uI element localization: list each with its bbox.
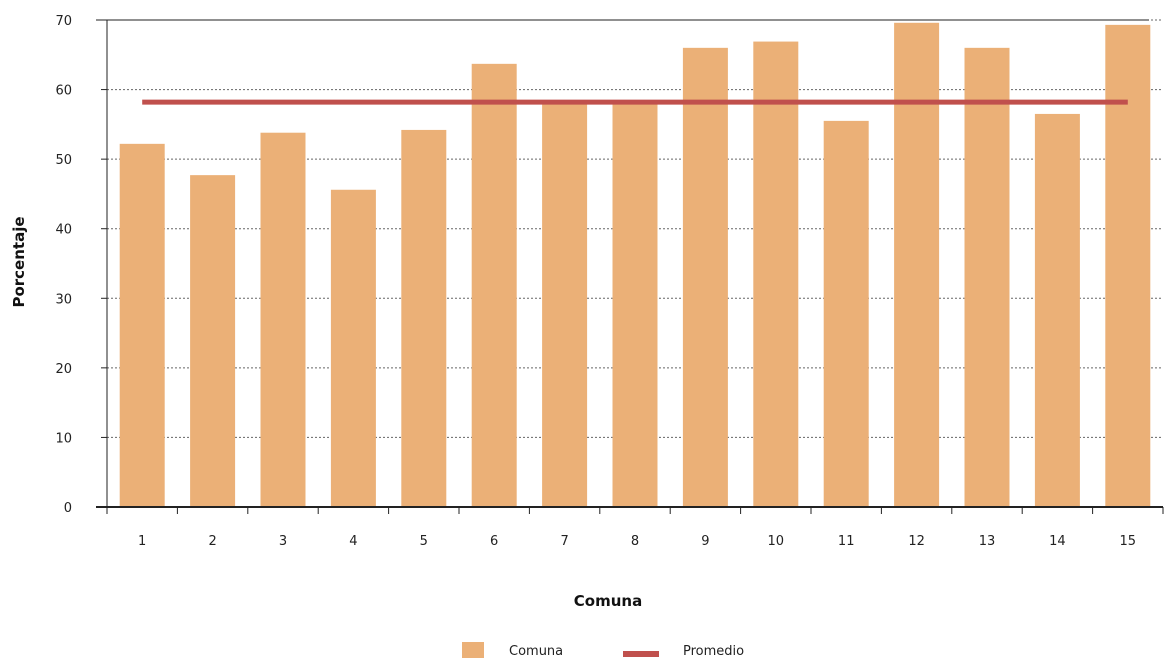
y-tick-label: 20 xyxy=(55,362,72,377)
bar-comuna-6 xyxy=(471,63,517,508)
bar-comuna-15 xyxy=(1105,24,1151,508)
x-tick-label: 5 xyxy=(420,534,428,549)
bar-comuna-11 xyxy=(823,120,869,507)
x-tick-label: 10 xyxy=(768,534,785,549)
x-tick-label: 4 xyxy=(349,534,357,549)
y-tick-label: 10 xyxy=(55,431,72,446)
bar-comuna-14 xyxy=(1034,113,1080,508)
y-tick-label: 0 xyxy=(64,501,72,516)
x-tick-label: 15 xyxy=(1120,534,1137,549)
x-tick-label: 1 xyxy=(138,534,146,549)
x-tick-label: 8 xyxy=(631,534,639,549)
x-tick-label: 11 xyxy=(838,534,855,549)
x-tick-label: 7 xyxy=(560,534,568,549)
bar-comuna-9 xyxy=(682,47,728,507)
x-tick-label: 9 xyxy=(701,534,709,549)
axes xyxy=(96,19,1164,514)
bar-comuna-2 xyxy=(190,175,236,507)
y-axis-title: Porcentaje xyxy=(10,216,28,307)
x-tick-label: 13 xyxy=(979,534,996,549)
legend-label-comuna: Comuna xyxy=(509,644,563,658)
bar-comuna-13 xyxy=(964,47,1010,507)
legend-label-promedio: Promedio xyxy=(683,644,744,658)
bar-comuna-12 xyxy=(894,22,940,507)
y-tick-label: 70 xyxy=(55,14,72,29)
x-tick-label: 3 xyxy=(279,534,287,549)
x-tick-label: 6 xyxy=(490,534,498,549)
y-tick-label: 40 xyxy=(55,223,72,238)
bar-comuna-5 xyxy=(401,129,447,507)
y-tick-label: 50 xyxy=(55,153,72,168)
bar-comuna-3 xyxy=(260,132,306,507)
y-tick-label: 30 xyxy=(55,292,72,307)
bar-comuna-7 xyxy=(542,103,588,507)
bar-comuna-8 xyxy=(612,103,658,507)
x-axis-title: Comuna xyxy=(574,592,642,610)
bar-comuna-4 xyxy=(330,189,376,508)
legend: Comuna Promedio xyxy=(462,642,744,658)
legend-swatch-comuna xyxy=(462,642,484,658)
bar-series xyxy=(119,22,1151,508)
y-tick-label: 60 xyxy=(55,84,72,99)
x-tick-label: 14 xyxy=(1049,534,1066,549)
x-tick-label: 12 xyxy=(908,534,925,549)
x-tick-label: 2 xyxy=(208,534,216,549)
bar-comuna-1 xyxy=(119,143,165,507)
bar-comuna-10 xyxy=(753,41,799,508)
legend-swatch-promedio xyxy=(623,651,659,657)
